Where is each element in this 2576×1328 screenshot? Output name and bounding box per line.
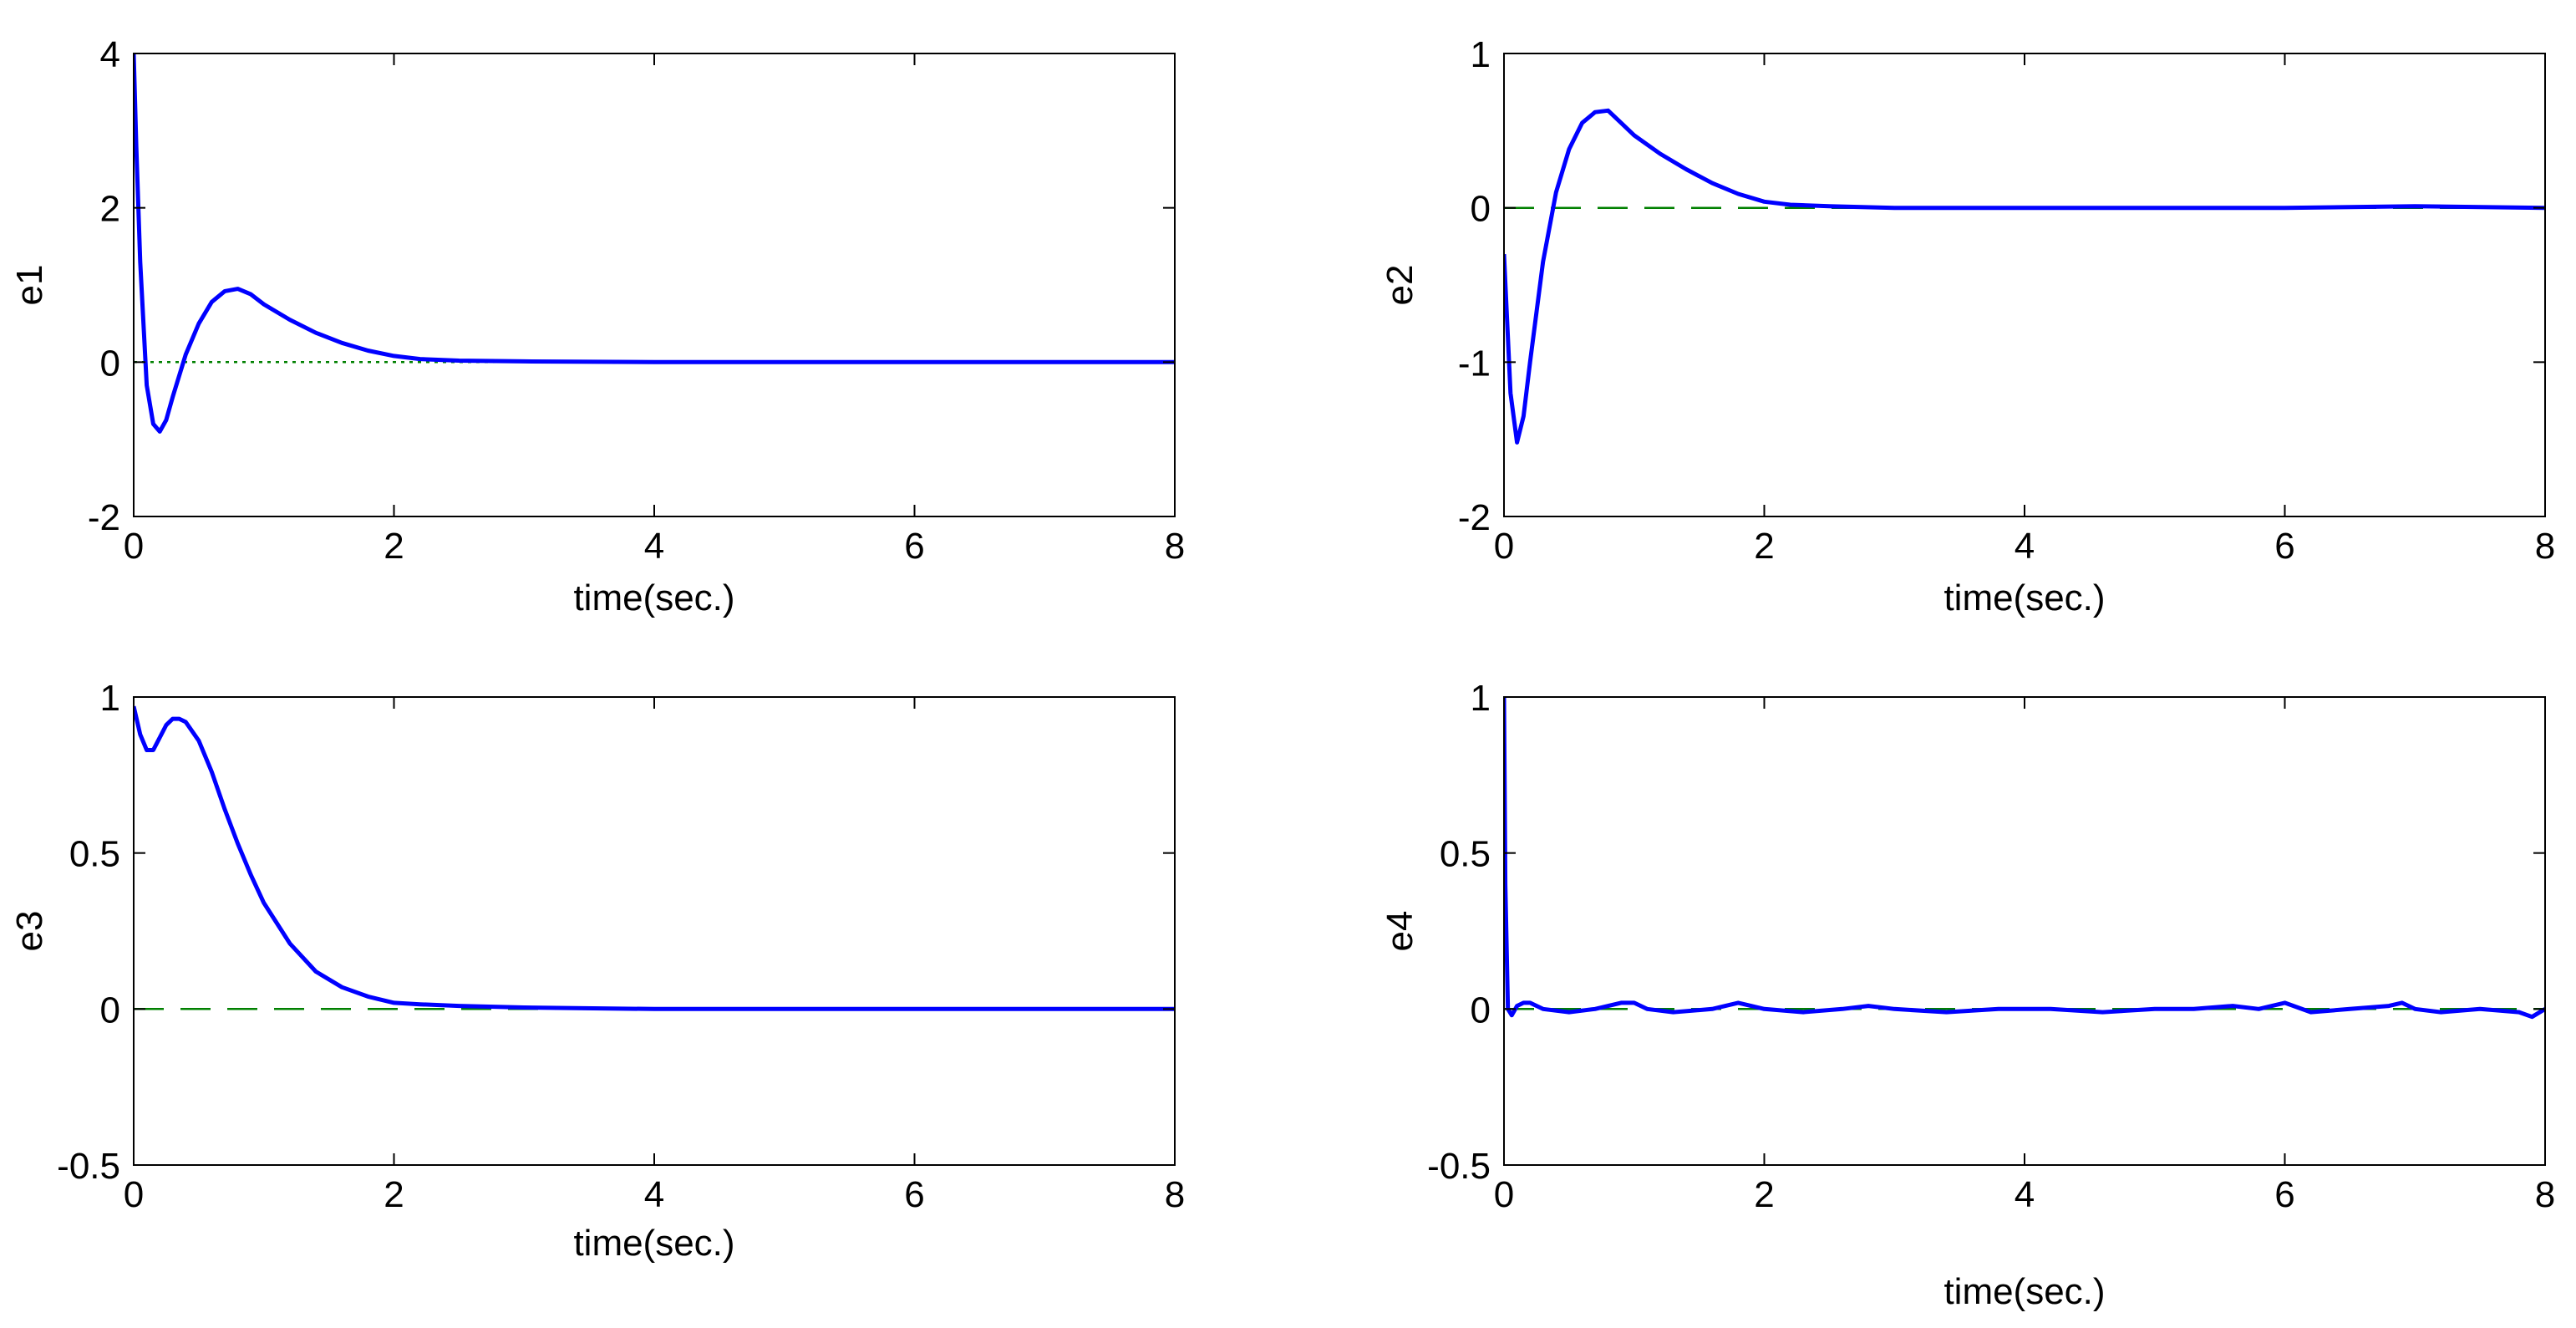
y-axis-label: e2 xyxy=(1379,265,1420,306)
x-tick-label: 6 xyxy=(2274,1174,2294,1215)
chart-panel-2: 0 2 4 6 8 -2 -1 0 1 time(sec.) e2 xyxy=(1379,34,2555,618)
plot-frame xyxy=(133,53,1176,517)
y-tick-label: 0 xyxy=(1471,990,1491,1030)
x-axis-label: time(sec.) xyxy=(573,1223,734,1264)
x-tick-label: 0 xyxy=(124,526,144,567)
y-tick-label: -2 xyxy=(1458,497,1491,538)
y-tick-label: 0 xyxy=(1471,189,1491,230)
y-tick-label: 0 xyxy=(100,990,120,1030)
y-tick-label: -0.5 xyxy=(1427,1146,1491,1187)
y-tick-label: 1 xyxy=(1471,34,1491,75)
y-axis-label: e4 xyxy=(1379,911,1420,952)
y-tick-label: 0 xyxy=(100,343,120,384)
x-tick-label: 2 xyxy=(1754,526,1774,567)
plot-frame xyxy=(133,696,1176,1166)
y-tick-label: 1 xyxy=(1471,678,1491,719)
series-line-1 xyxy=(1504,697,2545,1020)
x-tick-label: 0 xyxy=(1494,526,1514,567)
x-tick-label: 0 xyxy=(1494,1174,1514,1215)
x-tick-label: 8 xyxy=(1165,526,1185,567)
series-line-1 xyxy=(134,705,1175,1011)
series-line-1 xyxy=(134,53,1175,434)
y-tick-label: 2 xyxy=(100,189,120,230)
series-line-1 xyxy=(1504,108,2545,445)
x-tick-label: 8 xyxy=(1165,1174,1185,1215)
x-tick-label: 4 xyxy=(2015,526,2035,567)
x-tick-label: 4 xyxy=(2015,1174,2035,1215)
x-tick-label: 6 xyxy=(904,1174,924,1215)
x-tick-label: 4 xyxy=(644,526,664,567)
x-tick-label: 2 xyxy=(384,1174,404,1215)
plot-frame xyxy=(1503,696,2546,1166)
x-tick-label: 4 xyxy=(644,1174,664,1215)
y-axis-label: e3 xyxy=(9,911,50,952)
x-tick-label: 6 xyxy=(2274,526,2294,567)
x-tick-label: 2 xyxy=(384,526,404,567)
y-tick-label: 4 xyxy=(100,34,120,75)
x-tick-label: 8 xyxy=(2535,526,2555,567)
x-tick-label: 8 xyxy=(2535,1174,2555,1215)
x-axis-label: time(sec.) xyxy=(1943,1271,2105,1312)
x-tick-label: 0 xyxy=(124,1174,144,1215)
y-tick-label: -2 xyxy=(88,497,120,538)
y-tick-label: -0.5 xyxy=(57,1146,120,1187)
y-axis-label: e1 xyxy=(9,265,50,306)
x-tick-label: 6 xyxy=(904,526,924,567)
x-axis-label: time(sec.) xyxy=(1943,578,2105,618)
x-axis-label: time(sec.) xyxy=(573,578,734,618)
y-tick-label: 1 xyxy=(100,678,120,719)
x-tick-label: 2 xyxy=(1754,1174,1774,1215)
y-tick-label: 0.5 xyxy=(69,834,120,875)
y-tick-label: 0.5 xyxy=(1440,834,1491,875)
y-tick-label: -1 xyxy=(1458,343,1491,384)
plot-frame xyxy=(1503,53,2546,517)
